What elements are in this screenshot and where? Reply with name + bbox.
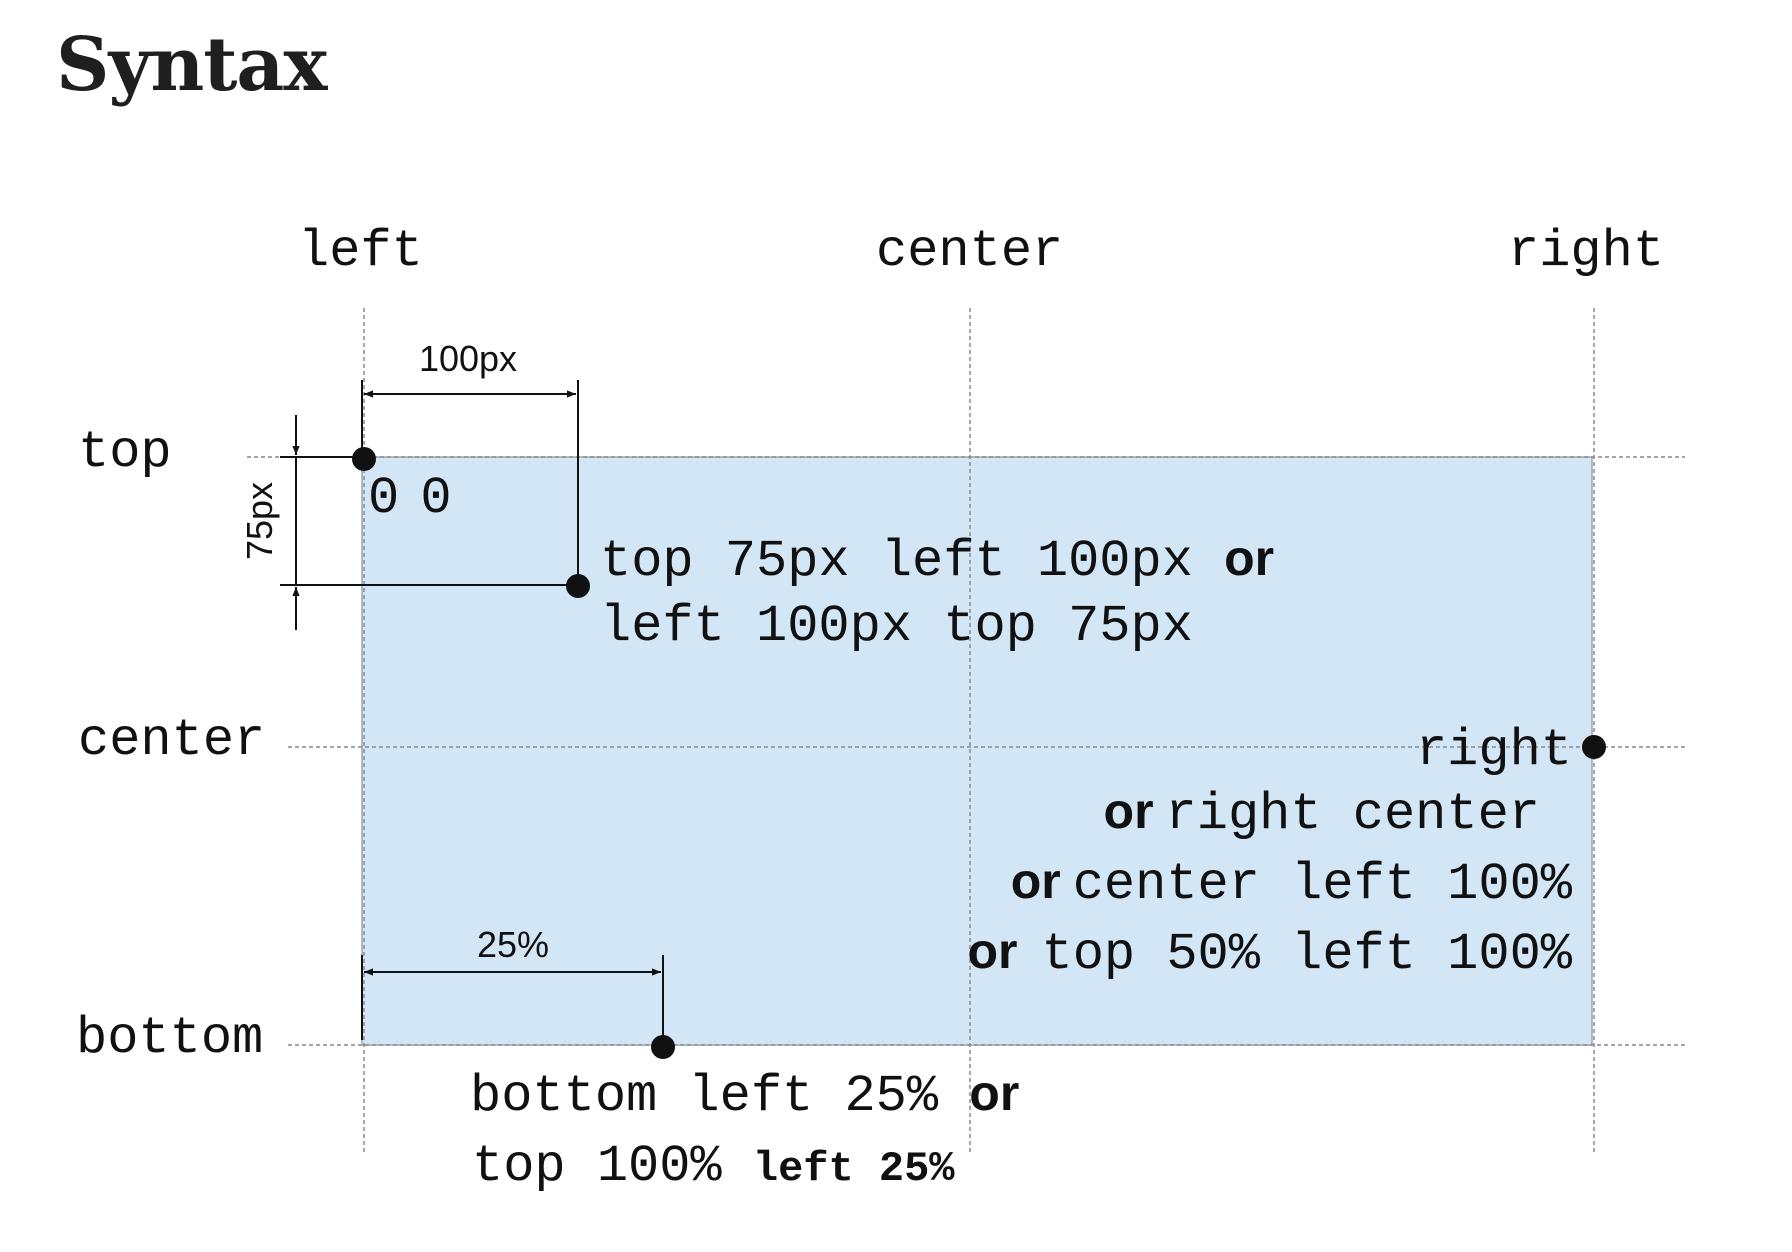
right-point-label-line3: or center left 100% [1011, 853, 1573, 914]
right-or-1: or [1104, 783, 1154, 839]
origin-label: 0 0 [368, 469, 452, 528]
right-line3-text: center left 100% [1073, 855, 1573, 914]
right-center-point [1582, 735, 1606, 759]
bottom-line1-text: bottom left 25% [470, 1067, 939, 1126]
horizontal-dimension-label: 100px [419, 338, 517, 379]
right-line4-text: top 50% left 100% [1042, 925, 1573, 984]
right-point-label-line1: right [1416, 721, 1572, 780]
vertical-dimension-label: 75px [239, 482, 280, 560]
positioning-area-box [361, 456, 1593, 1046]
offset-or-1: or [1224, 530, 1274, 586]
right-point-label-line4: or top 50% left 100% [968, 923, 1573, 984]
bottom-or-1: or [969, 1065, 1019, 1121]
offset-point-label-line1: top 75px left 100px or [600, 530, 1274, 591]
bottom-point-label-line2: top 100% left 25% [472, 1137, 955, 1196]
right-line2-text: right center [1166, 785, 1540, 844]
column-label-right: right [1508, 222, 1664, 281]
row-label-center: center [78, 711, 265, 770]
column-label-left: left [298, 222, 423, 281]
offset-line1-text: top 75px left 100px [600, 532, 1193, 591]
bottom-dimension-label: 25% [477, 924, 549, 965]
row-label-top: top [78, 423, 172, 482]
bottom-offset-point [651, 1035, 675, 1059]
bottom-point-label-line1: bottom left 25% or [470, 1065, 1019, 1126]
column-label-center: center [876, 222, 1063, 281]
bottom-line2-bold: left 25% [753, 1145, 955, 1193]
offset-point [566, 574, 590, 598]
right-or-3: or [968, 923, 1018, 979]
offset-point-label-line2: left 100px top 75px [600, 597, 1193, 656]
right-or-2: or [1011, 853, 1061, 909]
row-label-bottom: bottom [76, 1009, 263, 1068]
page-title: Syntax [56, 22, 327, 108]
right-point-label-line2: or right center [1104, 783, 1540, 844]
bottom-line2-mono: top 100% [472, 1137, 722, 1196]
origin-point [352, 447, 376, 471]
